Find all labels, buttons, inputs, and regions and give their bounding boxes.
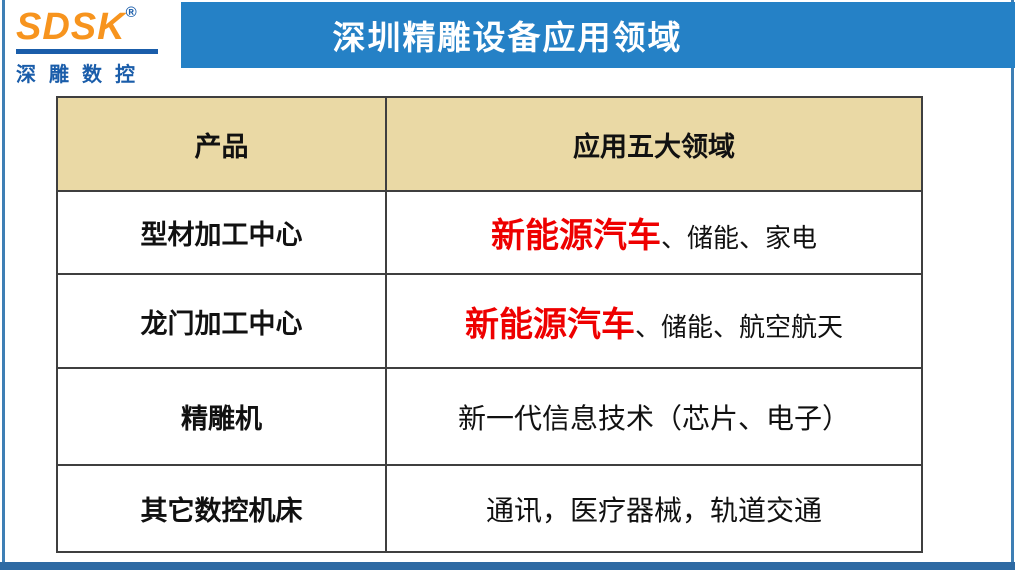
application-text: 、储能、家电	[660, 224, 817, 253]
application-content: 新一代信息技术（芯片、电子）	[458, 397, 850, 437]
product-label: 其它数控机床	[140, 496, 303, 526]
bottom-border-band	[0, 562, 1015, 570]
product-label: 精雕机	[181, 404, 262, 434]
right-border-line	[1011, 0, 1014, 564]
application-text: 、储能、航空航天	[634, 312, 843, 342]
product-cell-profile-machining-center: 型材加工中心	[58, 192, 387, 275]
application-content: 新能源汽车、储能、家电	[491, 208, 817, 257]
logo-brand-text: SDSK	[16, 6, 126, 48]
title-banner	[181, 2, 1015, 68]
column-header-applications-label: 应用五大领域	[573, 131, 735, 162]
title-layer: 深圳精雕设备应用领域	[0, 2, 1015, 68]
left-border-line	[2, 0, 5, 564]
column-header-applications: 应用五大领域	[387, 98, 921, 192]
application-cell-row-1: 新能源汽车、储能、家电	[387, 192, 921, 275]
logo-subtitle: 深雕数控	[16, 64, 148, 86]
application-cell-row-4: 通讯，医疗器械，轨道交通	[387, 466, 921, 551]
product-label: 龙门加工中心	[140, 308, 303, 339]
application-cell-row-3: 新一代信息技术（芯片、电子）	[387, 369, 921, 466]
product-cell-other-cnc-machines: 其它数控机床	[58, 466, 387, 551]
column-header-product: 产品	[58, 98, 387, 192]
product-label: 型材加工中心	[140, 220, 303, 250]
applications-table: 产品 应用五大领域 型材加工中心 新能源汽车、储能、家电 龙门加工中心 新能源汽…	[56, 96, 923, 553]
application-content: 新能源汽车、储能、航空航天	[465, 297, 843, 346]
column-header-product-label: 产品	[194, 131, 249, 162]
product-cell-engraving-machine: 精雕机	[58, 369, 387, 466]
application-highlight: 新能源汽车	[490, 218, 661, 255]
product-cell-gantry-machining-center: 龙门加工中心	[58, 275, 387, 369]
company-logo: SDSK® 深雕数控	[16, 4, 164, 87]
application-text: 通讯，医疗器械，轨道交通	[485, 495, 822, 527]
application-cell-row-2: 新能源汽车、储能、航空航天	[387, 275, 921, 369]
application-highlight: 新能源汽车	[464, 306, 635, 344]
registered-trademark-icon: ®	[125, 4, 137, 21]
logo-rule	[16, 49, 158, 54]
application-text: 新一代信息技术（芯片、电子）	[457, 403, 850, 435]
page-title: 深圳精雕设备应用领域	[332, 21, 683, 57]
application-content: 通讯，医疗器械，轨道交通	[486, 489, 822, 529]
